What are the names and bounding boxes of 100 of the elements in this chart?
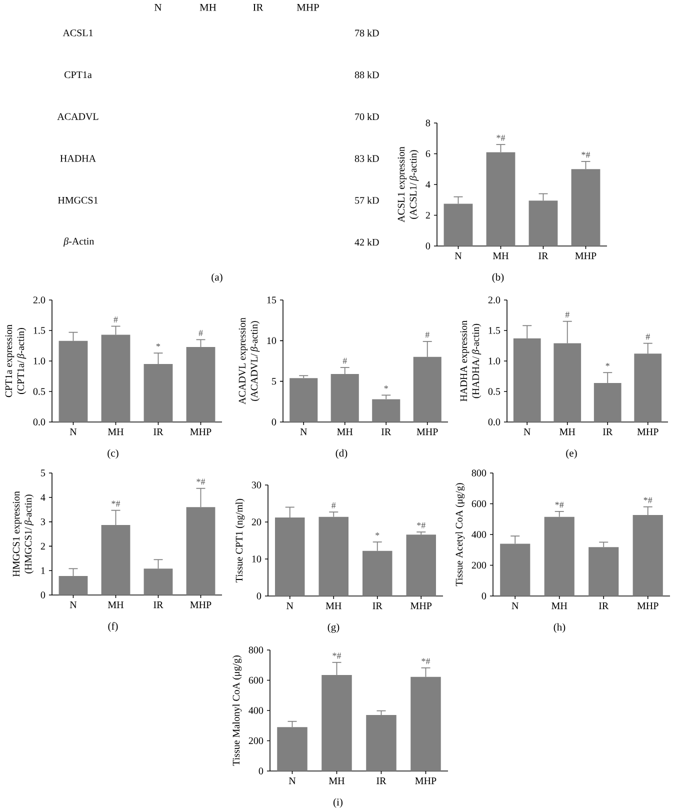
x-tick-label: MHP (415, 778, 436, 784)
x-tick-label: IR (598, 602, 609, 610)
annotation: # (114, 316, 118, 323)
x-tick-label: MHP (190, 602, 212, 608)
x-tick-label: MHP (410, 602, 432, 610)
category-label: 57 kD (355, 196, 379, 204)
y-tick-label: 4 (40, 494, 46, 501)
category-label: MH (200, 4, 216, 11)
y-tick-label: 2 (426, 212, 430, 219)
y-tick-label: 1.5 (34, 327, 46, 334)
y-tick-label: 800 (472, 470, 486, 476)
text: (b) (492, 273, 504, 283)
x-tick-label: MH (108, 602, 124, 608)
y-tick-label: 10 (267, 337, 276, 344)
y-tick-label: 0.0 (488, 418, 500, 426)
x-tick-label: N (288, 778, 296, 784)
y-tick-label: 5 (41, 470, 46, 476)
y-tick-label: 600 (248, 676, 264, 684)
annotation: # (342, 358, 347, 364)
x-tick-label: MHP (575, 252, 596, 260)
y-tick-label: 400 (248, 707, 264, 714)
y-tick-label: 0 (256, 592, 262, 600)
x-tick-label: N (524, 428, 530, 436)
x-tick-label: MHP (416, 428, 438, 436)
y-tick-label: 0 (40, 592, 46, 598)
text: (c) (108, 449, 118, 459)
x-tick-label: MHP (190, 428, 212, 436)
annotation: *# (112, 500, 120, 507)
x-tick-label: MHP (637, 602, 658, 610)
annotation: * (606, 362, 610, 366)
category-label: MHP (296, 4, 319, 11)
category-label: β-Actin (63, 237, 94, 247)
x-tick-label: N (300, 428, 308, 436)
bar (372, 399, 400, 422)
y-tick-label: 1 (41, 567, 45, 574)
text: (h) (554, 623, 566, 633)
y-axis-title: Tissue CPT1 (ng/ml) (235, 498, 245, 582)
x-tick-label: MHP (637, 428, 658, 436)
category-label: 70 kD (355, 113, 379, 120)
y-tick-label: 1.0 (488, 358, 500, 364)
y-tick-label: 6 (426, 150, 430, 158)
annotation: # (198, 330, 203, 336)
x-tick-label: N (512, 602, 519, 610)
y-tick-label: 5 (272, 378, 276, 385)
x-tick-label: IR (154, 602, 164, 608)
x-tick-label: MH (560, 428, 576, 436)
text: (a) (212, 273, 222, 283)
category-label: N (154, 4, 162, 11)
y-tick-label: 0.5 (488, 388, 500, 395)
y-tick-label: 200 (472, 562, 486, 569)
x-tick-label: N (70, 428, 77, 436)
x-tick-label: MH (326, 602, 342, 610)
annotation: *# (496, 134, 506, 141)
y-tick-label: 0 (258, 768, 264, 774)
y-tick-label: 1.5 (488, 327, 500, 334)
y-tick-label: 0 (426, 242, 430, 250)
y-tick-label: 2.0 (33, 296, 46, 304)
bar (406, 534, 436, 596)
bar (290, 378, 318, 422)
x-tick-label: MH (492, 252, 509, 260)
y-tick-label: 0 (272, 418, 276, 426)
y-tick-label: 600 (472, 500, 486, 508)
x-tick-label: MH (328, 778, 345, 784)
y-tick-label: 2.0 (488, 296, 500, 304)
annotation: # (646, 334, 650, 340)
category-label: ACSL1 (62, 30, 93, 36)
x-tick-label: N (454, 252, 462, 260)
text: (g) (328, 623, 340, 633)
category-label: 83 kD (354, 154, 379, 162)
x-tick-label: N (286, 602, 294, 610)
category-label: IR (253, 4, 264, 11)
x-tick-label: IR (538, 252, 548, 260)
annotation: *# (555, 502, 564, 508)
x-tick-label: IR (376, 778, 386, 784)
x-tick-label: MH (108, 428, 124, 436)
x-tick-label: MH (337, 428, 353, 436)
annotation: * (156, 343, 160, 347)
y-tick-label: 30 (252, 482, 262, 488)
y-tick-label: 8 (426, 120, 430, 126)
category-label: HMGCS1 (58, 196, 98, 204)
category-label: CPT1a (64, 71, 92, 78)
category-label: ACADVL (57, 113, 98, 120)
y-tick-label: 10 (252, 556, 262, 562)
x-tick-label: IR (602, 428, 613, 436)
annotation: # (425, 332, 430, 338)
text: (d) (336, 449, 348, 459)
y-tick-label: 2 (40, 542, 45, 550)
y-tick-label: 1.0 (34, 358, 46, 364)
text: (i) (333, 798, 342, 808)
category-label: 88 kD (354, 71, 379, 78)
annotation: * (384, 386, 388, 389)
y-tick-label: 15 (267, 296, 276, 304)
y-axis-title: Tissue Malonyl CoA (μg/g) (232, 656, 242, 766)
annotation: *# (417, 522, 426, 528)
y-tick-label: 200 (248, 737, 264, 744)
annotation: # (565, 312, 570, 318)
y-tick-label: 800 (248, 646, 264, 654)
y-tick-label: 3 (40, 518, 46, 526)
annotation: *# (196, 478, 206, 485)
y-tick-label: 0.0 (33, 418, 46, 426)
